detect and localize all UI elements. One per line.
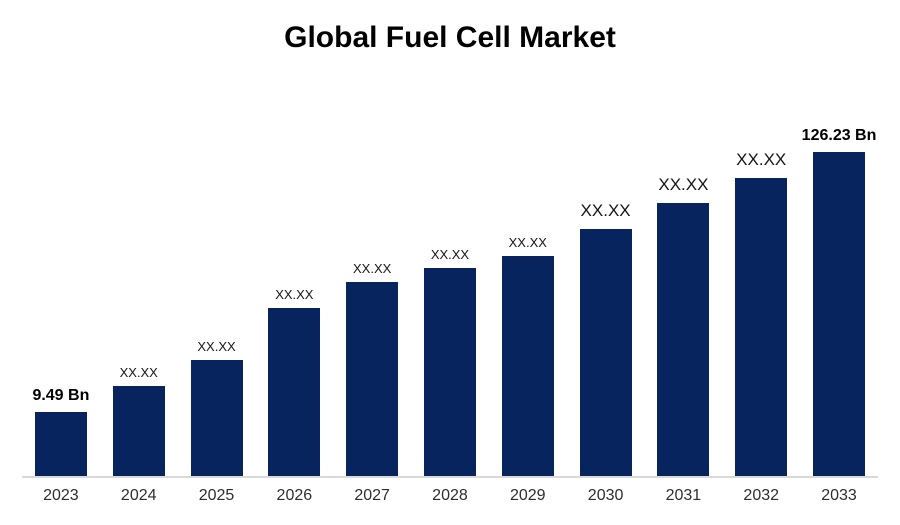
bar-group-2031: XX.XX <box>645 0 723 476</box>
bar-value-label-2024: XX.XX <box>119 364 158 380</box>
bar-group-2026: XX.XX <box>255 0 333 476</box>
x-tick-2031: 2031 <box>665 487 702 504</box>
bar-group-2033: 126.23 Bn <box>800 0 878 476</box>
bar-2026 <box>268 308 321 476</box>
bar-value-label-2030: XX.XX <box>580 201 631 221</box>
bar-group-2028: XX.XX <box>411 0 489 476</box>
bar-value-label-2031: XX.XX <box>658 175 709 195</box>
x-tick-2023: 2023 <box>43 487 79 504</box>
bar-group-2029: XX.XX <box>489 0 567 476</box>
x-tick-2029: 2029 <box>509 487 546 504</box>
bar-value-label-2027: XX.XX <box>353 260 392 276</box>
bar-2024 <box>112 386 165 476</box>
bar-2023 <box>34 412 87 476</box>
x-tick-2025: 2025 <box>198 487 235 504</box>
x-tick-2028: 2028 <box>432 487 468 504</box>
bar-2033 <box>813 152 866 476</box>
bar-2028 <box>423 268 476 476</box>
bar-group-2027: XX.XX <box>333 0 411 476</box>
chart-title: Global Fuel Cell Market <box>284 21 616 54</box>
bar-group-2032: XX.XX <box>722 0 800 476</box>
bar-value-label-2025: XX.XX <box>197 338 236 354</box>
x-tick-2027: 2027 <box>354 487 390 504</box>
bar-value-label-2032: XX.XX <box>736 150 787 170</box>
bar-2032 <box>735 178 788 476</box>
x-tick-2033: 2033 <box>821 487 857 504</box>
bar-group-2024: XX.XX <box>100 0 178 476</box>
x-axis-line <box>22 476 878 478</box>
x-tick-2030: 2030 <box>587 487 624 504</box>
bar-group-2030: XX.XX <box>567 0 645 476</box>
x-tick-2024: 2024 <box>120 487 157 504</box>
bar-2027 <box>346 282 399 476</box>
x-tick-2026: 2026 <box>276 487 313 504</box>
bar-value-label-2028: XX.XX <box>430 246 470 262</box>
bar-value-label-2029: XX.XX <box>508 234 547 250</box>
bar-value-label-2033: 126.23 Bn <box>801 127 877 145</box>
x-tick-2032: 2032 <box>743 487 780 504</box>
x-axis-labels: 2023 2024 2025 2026 2027 2028 2029 2030 2031 2032… <box>22 487 878 505</box>
bar-value-label-2023: 9.49 Bn <box>32 387 90 405</box>
bar-group-2025: XX.XX <box>178 0 256 476</box>
bar-2030 <box>579 229 632 476</box>
bar-2025 <box>190 360 243 476</box>
bar-value-label-2026: XX.XX <box>275 286 314 302</box>
bar-group-2023: 9.49 Bn <box>22 0 100 476</box>
bar-2031 <box>657 203 710 476</box>
bar-2029 <box>501 256 554 476</box>
plot-area: 9.49 Bn XX.XX XX.XX XX.XX XX.XX XX.XX XX.XX XX.… <box>22 0 878 476</box>
